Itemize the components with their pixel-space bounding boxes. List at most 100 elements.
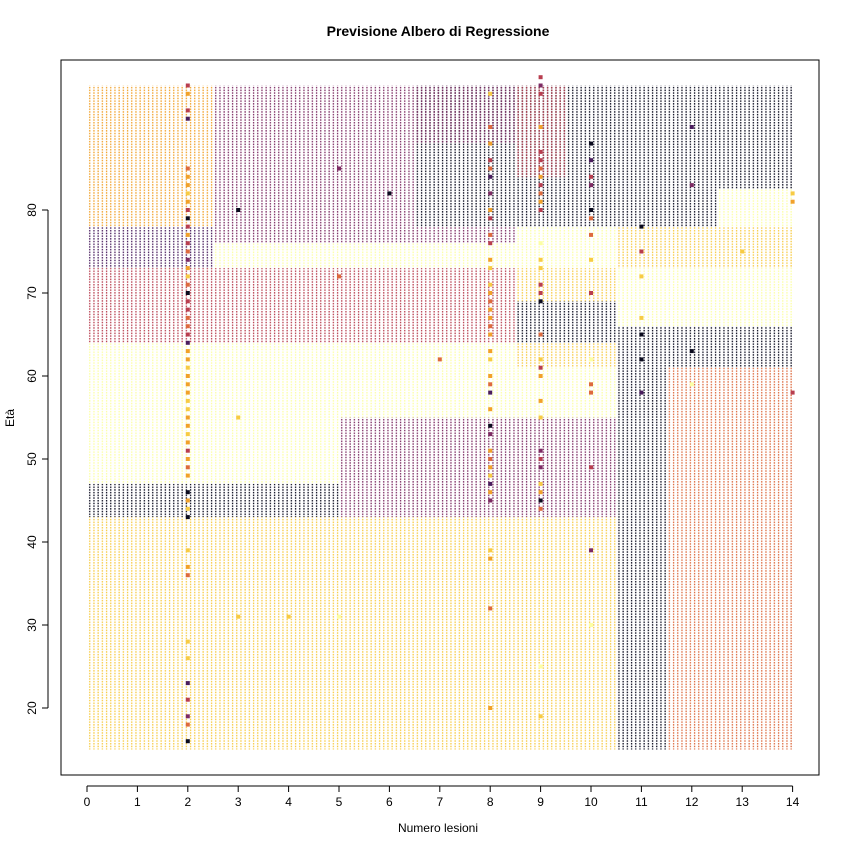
data-point (185, 199, 190, 204)
x-tick-label: 4 (285, 795, 292, 809)
data-point (437, 357, 442, 362)
data-point (538, 125, 543, 129)
y-tick-label: 30 (25, 618, 39, 632)
prediction-region-12 (213, 243, 516, 269)
prediction-region-5 (717, 189, 793, 227)
data-point (185, 315, 190, 320)
data-point (538, 174, 543, 179)
y-tick-label: 70 (25, 286, 39, 300)
data-point (185, 224, 190, 229)
y-tick-label: 50 (25, 452, 39, 466)
data-point (538, 266, 543, 271)
x-tick-label: 13 (736, 795, 750, 809)
data-point (185, 573, 190, 578)
data-point (185, 174, 190, 179)
prediction-region-14 (515, 268, 617, 302)
observation-points (185, 75, 795, 744)
data-point (589, 232, 593, 237)
prediction-region-4 (717, 85, 793, 190)
data-point (689, 183, 694, 188)
data-point (488, 465, 493, 470)
plot-frame (60, 59, 820, 776)
data-point (488, 357, 493, 362)
data-point (538, 75, 543, 80)
x-tick-label: 2 (184, 795, 191, 809)
data-point (790, 191, 795, 196)
data-point (185, 257, 190, 262)
x-tick-label: 0 (84, 795, 91, 809)
data-point (185, 208, 190, 212)
prediction-region-0 (87, 85, 213, 227)
data-point (185, 398, 190, 403)
data-point (538, 398, 543, 403)
data-point (538, 490, 543, 495)
data-point (185, 108, 190, 113)
data-point (538, 714, 543, 719)
data-point (538, 183, 543, 188)
data-point (286, 614, 291, 619)
data-point (185, 515, 190, 520)
prediction-region-19 (515, 342, 617, 368)
prediction-region-3 (565, 85, 717, 227)
x-tick-label: 8 (487, 795, 494, 809)
data-point (488, 490, 493, 495)
data-point (185, 274, 190, 279)
data-point (589, 390, 593, 395)
data-point (538, 365, 543, 370)
data-point (689, 125, 694, 129)
data-point (589, 257, 593, 262)
data-point (185, 639, 190, 644)
data-point (488, 191, 493, 196)
data-point (538, 149, 543, 154)
data-point (488, 349, 493, 354)
data-point (488, 432, 493, 437)
data-point (185, 465, 190, 470)
prediction-region-25 (87, 483, 339, 518)
data-point (538, 457, 543, 461)
data-point (185, 307, 190, 312)
data-point (337, 614, 341, 619)
data-point (740, 249, 745, 254)
data-point (185, 681, 190, 686)
data-point (185, 349, 190, 354)
data-point (185, 291, 190, 295)
y-axis-label: Età (3, 409, 17, 427)
x-axis: 0 1 2 3 4 5 6 7 8 9 10 11 12 13 14 (84, 785, 800, 809)
data-point (185, 232, 190, 237)
data-point (185, 249, 190, 254)
x-tick-label: 5 (336, 795, 343, 809)
x-tick-label: 11 (635, 795, 648, 809)
x-tick-label: 3 (235, 795, 242, 809)
data-point (488, 548, 493, 553)
prediction-region-16 (616, 268, 793, 327)
data-point (488, 448, 493, 453)
data-point (589, 548, 593, 553)
data-point (185, 299, 190, 304)
data-point (185, 166, 190, 171)
data-point (185, 415, 190, 420)
data-point (538, 282, 543, 287)
prediction-region-11 (616, 226, 793, 269)
prediction-region-23 (666, 367, 793, 750)
data-point (538, 241, 543, 246)
data-point (185, 374, 190, 378)
data-point (236, 614, 241, 619)
y-axis: 20 30 40 50 60 70 80 (25, 203, 49, 715)
data-point (488, 125, 493, 129)
prediction-region-17 (616, 326, 793, 368)
data-point (538, 199, 543, 204)
data-point (185, 332, 190, 337)
y-tick-label: 20 (25, 701, 39, 715)
x-tick-label: 7 (436, 795, 443, 809)
chart-title: Previsione Albero di Regressione (327, 23, 550, 39)
data-point (538, 481, 543, 486)
data-point (589, 158, 593, 163)
data-point (185, 448, 190, 453)
x-tick-label: 10 (584, 795, 598, 809)
data-point (639, 332, 644, 337)
data-point (185, 241, 190, 246)
prediction-region-9 (213, 226, 516, 244)
data-point (689, 349, 694, 354)
y-tick-label: 80 (25, 203, 39, 217)
data-point (185, 407, 190, 412)
